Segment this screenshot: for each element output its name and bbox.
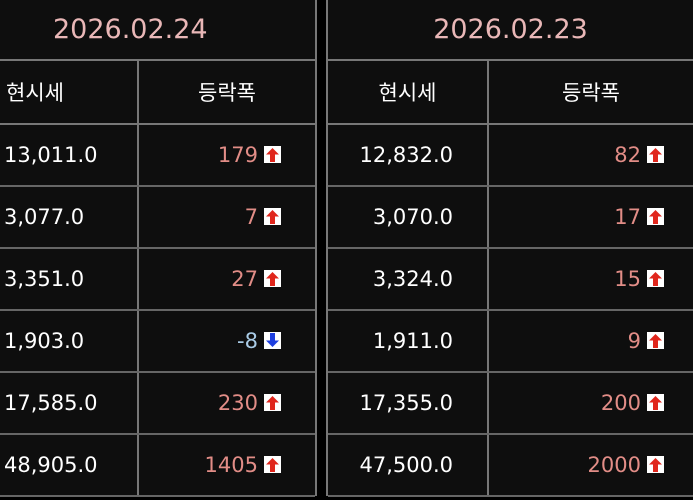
change-column-header: 등락폭 bbox=[488, 61, 693, 125]
change-value: 1405 bbox=[204, 453, 258, 477]
change-cell: 9 bbox=[488, 310, 693, 373]
change-cell: 7 bbox=[138, 186, 315, 249]
change-value: 15 bbox=[614, 267, 641, 291]
change-cell: 17 bbox=[488, 186, 693, 249]
change-cell: 200 bbox=[488, 372, 693, 435]
table-row: 12,832.0 82 bbox=[328, 124, 693, 187]
price-cell: 3,351.0 bbox=[0, 248, 139, 311]
price-cell: 1,911.0 bbox=[328, 310, 489, 373]
arrow-up-icon bbox=[647, 270, 664, 287]
price-cell: 3,070.0 bbox=[328, 186, 489, 249]
column-headers: 현시세 등락폭 bbox=[328, 61, 693, 125]
price-table: 현시세 등락폭 13,011.0 179 3,077.0 7 3,351.0 2… bbox=[0, 61, 315, 497]
change-value: 82 bbox=[614, 143, 641, 167]
arrow-up-icon bbox=[647, 146, 664, 163]
price-cell: 47,500.0 bbox=[328, 434, 489, 497]
table-row: 3,351.0 27 bbox=[0, 248, 315, 311]
price-column-header: 현시세 bbox=[328, 61, 489, 125]
table-row: 13,011.0 179 bbox=[0, 124, 315, 187]
price-cell: 3,077.0 bbox=[0, 186, 139, 249]
arrow-down-icon bbox=[264, 332, 281, 349]
table-row: 48,905.0 1405 bbox=[0, 434, 315, 497]
change-cell: 27 bbox=[138, 248, 315, 311]
change-cell: 15 bbox=[488, 248, 693, 311]
change-value: 179 bbox=[217, 143, 258, 167]
table-row: 17,585.0 230 bbox=[0, 372, 315, 435]
price-cell: 48,905.0 bbox=[0, 434, 139, 497]
panel-2026-02-23: 2026.02.23 현시세 등락폭 12,832.0 82 3,070.0 1… bbox=[326, 0, 693, 497]
change-cell: 179 bbox=[138, 124, 315, 187]
arrow-up-icon bbox=[647, 208, 664, 225]
table-row: 47,500.0 2000 bbox=[328, 434, 693, 497]
table-row: 1,911.0 9 bbox=[328, 310, 693, 373]
price-cell: 3,324.0 bbox=[328, 248, 489, 311]
arrow-up-icon bbox=[647, 332, 664, 349]
change-value: -8 bbox=[237, 329, 258, 353]
table-row: 17,355.0 200 bbox=[328, 372, 693, 435]
date-header: 2026.02.23 bbox=[328, 0, 693, 61]
price-cell: 12,832.0 bbox=[328, 124, 489, 187]
price-cell: 17,355.0 bbox=[328, 372, 489, 435]
arrow-up-icon bbox=[647, 456, 664, 473]
arrow-up-icon bbox=[647, 394, 664, 411]
change-value: 17 bbox=[614, 205, 641, 229]
arrow-up-icon bbox=[264, 208, 281, 225]
change-column-header: 등락폭 bbox=[138, 61, 315, 125]
change-value: 2000 bbox=[587, 453, 641, 477]
change-cell: 2000 bbox=[488, 434, 693, 497]
table-row: 3,070.0 17 bbox=[328, 186, 693, 249]
table-row: 1,903.0 -8 bbox=[0, 310, 315, 373]
change-value: 200 bbox=[600, 391, 641, 415]
price-cell: 17,585.0 bbox=[0, 372, 139, 435]
date-header: 2026.02.24 bbox=[0, 0, 315, 61]
change-value: 9 bbox=[627, 329, 641, 353]
price-cell: 13,011.0 bbox=[0, 124, 139, 187]
change-cell: 1405 bbox=[138, 434, 315, 497]
price-column-header: 현시세 bbox=[0, 61, 139, 125]
change-cell: 82 bbox=[488, 124, 693, 187]
column-headers: 현시세 등락폭 bbox=[0, 61, 315, 125]
change-value: 7 bbox=[244, 205, 258, 229]
change-cell: 230 bbox=[138, 372, 315, 435]
change-value: 230 bbox=[217, 391, 258, 415]
arrow-up-icon bbox=[264, 394, 281, 411]
arrow-up-icon bbox=[264, 146, 281, 163]
panel-2026-02-24: 2026.02.24 현시세 등락폭 13,011.0 179 3,077.0 … bbox=[0, 0, 317, 497]
price-cell: 1,903.0 bbox=[0, 310, 139, 373]
change-value: 27 bbox=[231, 267, 258, 291]
change-cell: -8 bbox=[138, 310, 315, 373]
arrow-up-icon bbox=[264, 456, 281, 473]
table-row: 3,324.0 15 bbox=[328, 248, 693, 311]
arrow-up-icon bbox=[264, 270, 281, 287]
price-table: 현시세 등락폭 12,832.0 82 3,070.0 17 3,324.0 1… bbox=[328, 61, 693, 497]
table-row: 3,077.0 7 bbox=[0, 186, 315, 249]
